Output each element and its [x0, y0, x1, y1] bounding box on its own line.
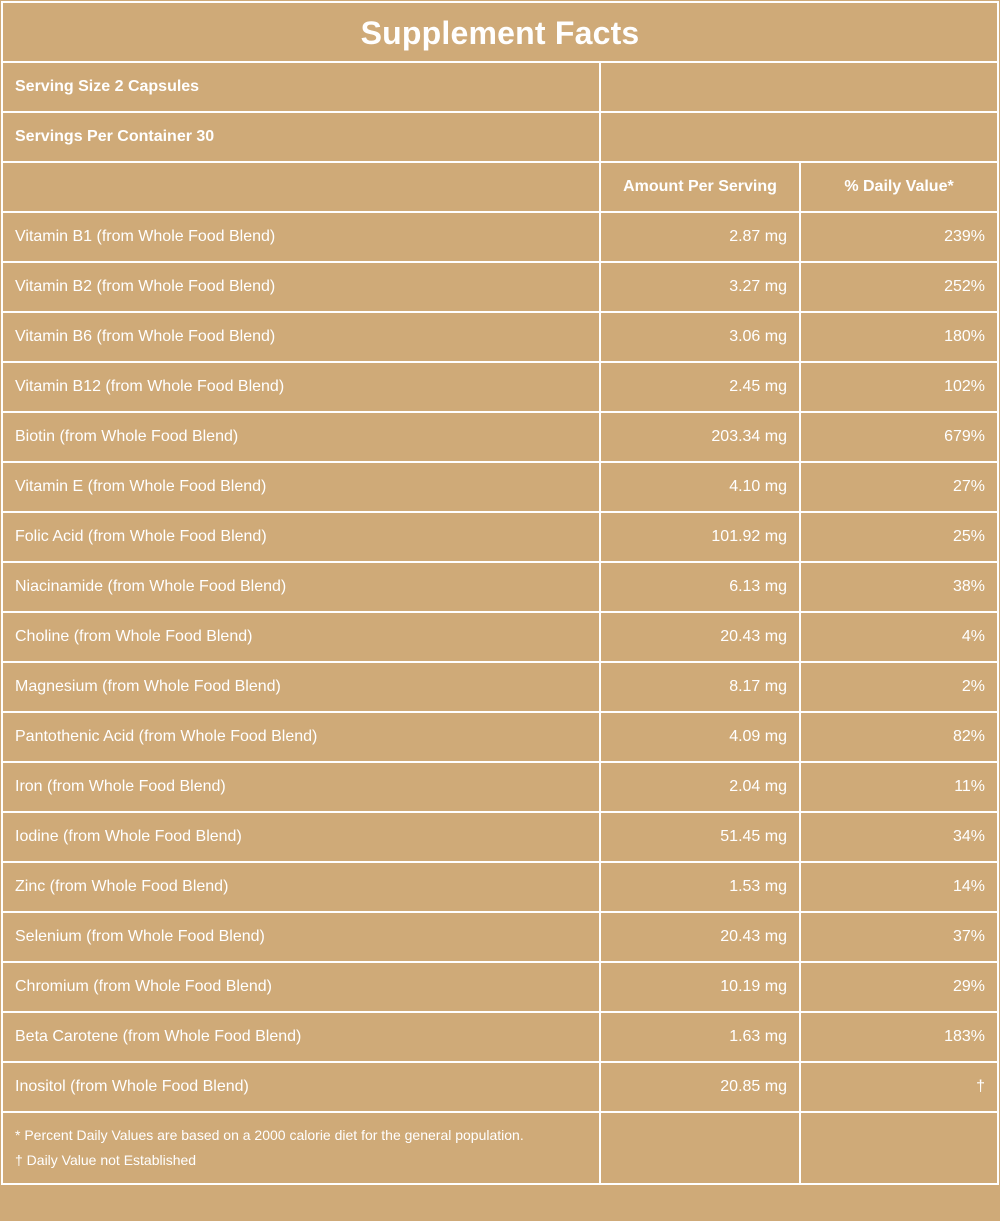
nutrient-amount: 51.45 mg	[599, 811, 801, 863]
nutrient-amount: 6.13 mg	[599, 561, 801, 613]
nutrient-row: Pantothenic Acid (from Whole Food Blend)…	[1, 711, 1000, 763]
nutrient-daily-value: 180%	[798, 311, 1000, 363]
nutrient-amount: 4.10 mg	[599, 461, 801, 513]
nutrient-row: Beta Carotene (from Whole Food Blend) 1.6…	[1, 1011, 1000, 1063]
nutrient-amount: 2.87 mg	[599, 211, 801, 263]
nutrient-daily-value: 14%	[798, 861, 1000, 913]
nutrient-name: Zinc (from Whole Food Blend)	[1, 861, 601, 913]
serving-size-row: Serving Size 2 Capsules	[1, 61, 1000, 113]
nutrient-name: Iodine (from Whole Food Blend)	[1, 811, 601, 863]
nutrient-daily-value: †	[798, 1061, 1000, 1113]
nutrient-row: Niacinamide (from Whole Food Blend) 6.13 …	[1, 561, 1000, 613]
nutrient-row: Folic Acid (from Whole Food Blend) 101.92…	[1, 511, 1000, 563]
nutrient-name: Vitamin B6 (from Whole Food Blend)	[1, 311, 601, 363]
nutrient-row: Iron (from Whole Food Blend) 2.04 mg 11%	[1, 761, 1000, 813]
servings-per-container: Servings Per Container 30	[1, 111, 601, 163]
nutrient-daily-value: 82%	[798, 711, 1000, 763]
facts-title: Supplement Facts	[0, 1, 1000, 63]
nutrient-row: Inositol (from Whole Food Blend) 20.85 mg…	[1, 1061, 1000, 1113]
nutrient-daily-value: 37%	[798, 911, 1000, 963]
nutrient-daily-value: 25%	[798, 511, 1000, 563]
nutrient-amount: 3.06 mg	[599, 311, 801, 363]
nutrient-amount: 2.04 mg	[599, 761, 801, 813]
nutrient-name: Vitamin B2 (from Whole Food Blend)	[1, 261, 601, 313]
footnote-empty-cell	[798, 1111, 1000, 1185]
nutrient-name: Beta Carotene (from Whole Food Blend)	[1, 1011, 601, 1063]
nutrient-row: Biotin (from Whole Food Blend) 203.34 mg 6…	[1, 411, 1000, 463]
footnotes: * Percent Daily Values are based on a 20…	[1, 1111, 601, 1185]
servings-per-container-empty-cell	[598, 111, 1000, 163]
nutrient-amount: 4.09 mg	[599, 711, 801, 763]
nutrient-amount: 1.53 mg	[599, 861, 801, 913]
column-header-row: Amount Per Serving % Daily Value*	[1, 161, 1000, 213]
serving-size-empty-cell	[598, 61, 1000, 113]
nutrient-amount: 8.17 mg	[599, 661, 801, 713]
nutrient-amount: 20.43 mg	[599, 611, 801, 663]
title-row: Supplement Facts	[0, 1, 1000, 63]
nutrient-row: Vitamin E (from Whole Food Blend) 4.10 mg…	[1, 461, 1000, 513]
nutrient-daily-value: 2%	[798, 661, 1000, 713]
nutrient-daily-value: 27%	[798, 461, 1000, 513]
nutrient-name: Inositol (from Whole Food Blend)	[1, 1061, 601, 1113]
nutrient-daily-value: 4%	[798, 611, 1000, 663]
supplement-facts-table: Supplement Facts Serving Size 2 Capsules…	[0, 1, 1000, 1185]
nutrient-amount: 3.27 mg	[599, 261, 801, 313]
nutrient-daily-value: 252%	[798, 261, 1000, 313]
nutrient-name: Chromium (from Whole Food Blend)	[1, 961, 601, 1013]
nutrient-amount: 1.63 mg	[599, 1011, 801, 1063]
nutrient-row: Vitamin B1 (from Whole Food Blend) 2.87 m…	[1, 211, 1000, 263]
nutrient-name: Magnesium (from Whole Food Blend)	[1, 661, 601, 713]
nutrient-row: Vitamin B6 (from Whole Food Blend) 3.06 m…	[1, 311, 1000, 363]
header-empty-cell	[1, 161, 601, 213]
serving-size: Serving Size 2 Capsules	[1, 61, 601, 113]
nutrient-name: Vitamin E (from Whole Food Blend)	[1, 461, 601, 513]
nutrient-name: Pantothenic Acid (from Whole Food Blend)	[1, 711, 601, 763]
amount-per-serving-header: Amount Per Serving	[599, 161, 801, 213]
nutrient-name: Iron (from Whole Food Blend)	[1, 761, 601, 813]
nutrient-row: Magnesium (from Whole Food Blend) 8.17 mg…	[1, 661, 1000, 713]
nutrient-name: Vitamin B12 (from Whole Food Blend)	[1, 361, 601, 413]
nutrient-amount: 10.19 mg	[599, 961, 801, 1013]
nutrient-daily-value: 29%	[798, 961, 1000, 1013]
footnote-line: † Daily Value not Established	[15, 1152, 197, 1168]
nutrient-amount: 101.92 mg	[599, 511, 801, 563]
nutrient-name: Choline (from Whole Food Blend)	[1, 611, 601, 663]
nutrient-daily-value: 679%	[798, 411, 1000, 463]
nutrient-amount: 20.85 mg	[599, 1061, 801, 1113]
nutrient-row: Vitamin B2 (from Whole Food Blend) 3.27 m…	[1, 261, 1000, 313]
nutrient-daily-value: 183%	[798, 1011, 1000, 1063]
footnote-empty-cell	[599, 1111, 801, 1185]
nutrient-daily-value: 239%	[798, 211, 1000, 263]
nutrient-row: Vitamin B12 (from Whole Food Blend) 2.45 …	[1, 361, 1000, 413]
nutrient-name: Niacinamide (from Whole Food Blend)	[1, 561, 601, 613]
nutrient-row: Chromium (from Whole Food Blend) 10.19 mg…	[1, 961, 1000, 1013]
nutrient-daily-value: 34%	[798, 811, 1000, 863]
nutrient-daily-value: 102%	[798, 361, 1000, 413]
nutrient-name: Selenium (from Whole Food Blend)	[1, 911, 601, 963]
nutrient-amount: 203.34 mg	[599, 411, 801, 463]
footnote-line: * Percent Daily Values are based on a 20…	[15, 1127, 524, 1143]
nutrient-name: Biotin (from Whole Food Blend)	[1, 411, 601, 463]
nutrient-row: Selenium (from Whole Food Blend) 20.43 mg…	[1, 911, 1000, 963]
nutrient-name: Vitamin B1 (from Whole Food Blend)	[1, 211, 601, 263]
nutrient-row: Choline (from Whole Food Blend) 20.43 mg 4…	[1, 611, 1000, 663]
nutrient-name: Folic Acid (from Whole Food Blend)	[1, 511, 601, 563]
servings-per-container-row: Servings Per Container 30	[1, 111, 1000, 163]
nutrient-amount: 20.43 mg	[599, 911, 801, 963]
daily-value-header: % Daily Value*	[798, 161, 1000, 213]
nutrient-amount: 2.45 mg	[599, 361, 801, 413]
footnote-row: * Percent Daily Values are based on a 20…	[1, 1111, 1000, 1185]
nutrient-daily-value: 38%	[798, 561, 1000, 613]
nutrient-row: Iodine (from Whole Food Blend) 51.45 mg 34…	[1, 811, 1000, 863]
nutrient-row: Zinc (from Whole Food Blend) 1.53 mg 14%	[1, 861, 1000, 913]
nutrient-daily-value: 11%	[798, 761, 1000, 813]
